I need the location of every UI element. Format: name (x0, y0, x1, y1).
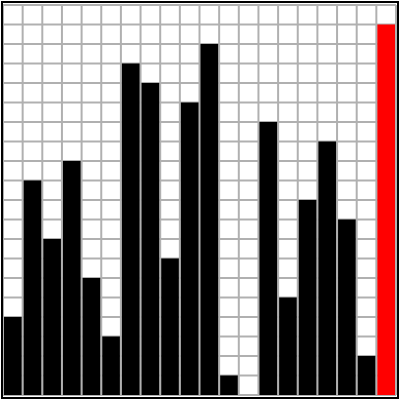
bar[interactable] (279, 297, 297, 396)
bar[interactable] (82, 278, 101, 395)
bar[interactable] (338, 219, 356, 396)
bar[interactable] (62, 161, 81, 395)
bar[interactable] (121, 63, 140, 396)
bar[interactable] (141, 83, 160, 395)
bar[interactable] (200, 44, 219, 395)
bar[interactable] (4, 317, 22, 395)
bar[interactable] (357, 356, 376, 395)
bar[interactable] (180, 102, 199, 396)
bar[interactable] (102, 336, 120, 396)
highlighted-bar[interactable] (377, 24, 395, 396)
bar[interactable] (298, 200, 317, 395)
bar[interactable] (318, 141, 337, 396)
grid-lines (2, 4, 397, 396)
bar[interactable] (259, 122, 278, 395)
bars (4, 24, 395, 396)
bar[interactable] (23, 180, 42, 396)
bar[interactable] (220, 375, 238, 396)
bar[interactable] (43, 239, 61, 395)
bar[interactable] (161, 258, 179, 396)
